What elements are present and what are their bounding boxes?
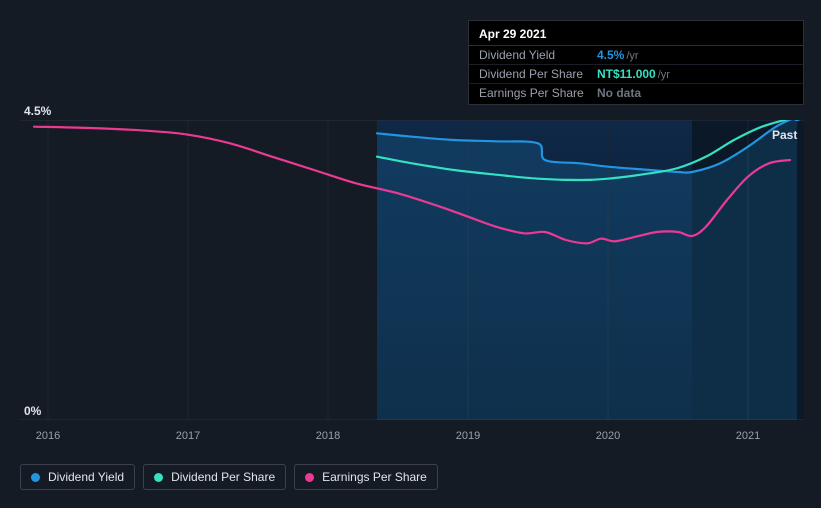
legend-label: Dividend Per Share [171, 470, 275, 484]
x-axis-tick-label: 2016 [36, 430, 60, 442]
legend-item-dividend-yield[interactable]: Dividend Yield [20, 464, 135, 490]
legend-item-dividend-per-share[interactable]: Dividend Per Share [143, 464, 286, 490]
tooltip-row-earnings-per-share: Earnings Per Share No data [469, 84, 803, 102]
tooltip-label: Earnings Per Share [479, 86, 597, 100]
chart-legend: Dividend Yield Dividend Per Share Earnin… [20, 464, 438, 490]
x-axis-tick-label: 2018 [316, 430, 340, 442]
y-axis-label-min: 0% [24, 404, 41, 418]
tooltip-row-dividend-per-share: Dividend Per Share NT$11.000 /yr [469, 65, 803, 84]
x-axis-tick-label: 2019 [456, 430, 480, 442]
tooltip-value: 4.5% [597, 48, 624, 62]
dividend-chart: 4.5% 0% Past 2016 2017 2018 2019 2020 2021 Ap… [0, 0, 821, 508]
legend-swatch [154, 473, 163, 482]
x-axis-labels: 2016 2017 2018 2019 2020 2021 [20, 430, 804, 446]
legend-swatch [31, 473, 40, 482]
chart-tooltip: Apr 29 2021 Dividend Yield 4.5% /yr Divi… [468, 20, 804, 105]
tooltip-label: Dividend Yield [479, 48, 597, 62]
past-label: Past [772, 128, 797, 142]
y-axis-label-max: 4.5% [24, 104, 51, 118]
tooltip-date: Apr 29 2021 [469, 21, 803, 46]
x-axis-tick-label: 2021 [736, 430, 760, 442]
tooltip-value: No data [597, 86, 641, 100]
tooltip-unit: /yr [626, 50, 638, 62]
tooltip-row-dividend-yield: Dividend Yield 4.5% /yr [469, 46, 803, 65]
tooltip-unit: /yr [658, 69, 670, 81]
x-axis-tick-label: 2020 [596, 430, 620, 442]
chart-plot [20, 120, 804, 420]
tooltip-label: Dividend Per Share [479, 67, 597, 81]
legend-swatch [305, 473, 314, 482]
tooltip-value: NT$11.000 [597, 67, 656, 81]
legend-item-earnings-per-share[interactable]: Earnings Per Share [294, 464, 438, 490]
legend-label: Dividend Yield [48, 470, 124, 484]
legend-label: Earnings Per Share [322, 470, 427, 484]
x-axis-tick-label: 2017 [176, 430, 200, 442]
